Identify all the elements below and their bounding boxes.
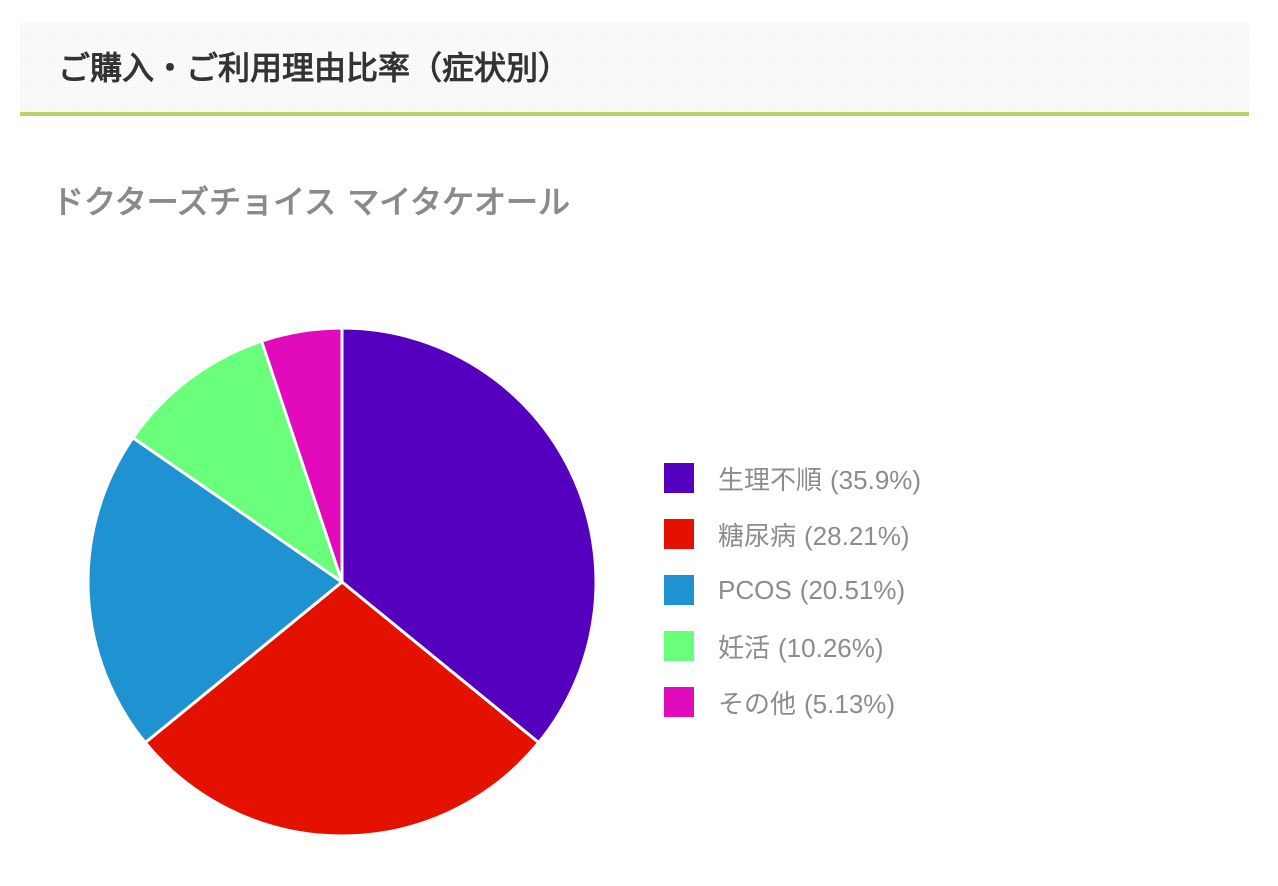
pie-slice (131, 339, 344, 584)
legend-percent: (20.51%) (799, 574, 906, 605)
section-header: ご購入・ご利用理由比率（症状別） (20, 22, 1249, 116)
section-title: ご購入・ご利用理由比率（症状別） (58, 49, 571, 87)
legend-category: 生理不順 (718, 464, 823, 495)
chart-legend: 生理不順 (35.9%) 糖尿病 (28.21%) PCOS (20.51%) 妊活 (10.… (664, 450, 921, 730)
legend-label: その他 (5.13%) (718, 684, 895, 721)
legend-item: PCOS (20.51%) (664, 562, 921, 618)
legend-swatch (664, 631, 694, 661)
legend-category: PCOS (718, 574, 792, 605)
pie-slice (260, 326, 344, 584)
legend-category: 糖尿病 (718, 520, 797, 551)
legend-item: 妊活 (10.26%) (664, 618, 921, 674)
legend-label: 生理不順 (35.9%) (718, 460, 921, 497)
legend-percent: (10.26%) (778, 632, 884, 663)
legend-label: PCOS (20.51%) (718, 575, 905, 606)
legend-swatch (664, 687, 694, 717)
legend-percent: (28.21%) (804, 520, 910, 551)
legend-percent: (35.9%) (830, 464, 922, 495)
pie-slice (340, 326, 598, 745)
legend-swatch (664, 519, 694, 549)
pie-slices (86, 326, 598, 838)
pie-slice (143, 580, 541, 838)
pie-slice (86, 436, 344, 745)
legend-item: 糖尿病 (28.21%) (664, 506, 921, 562)
legend-label: 糖尿病 (28.21%) (718, 516, 910, 553)
legend-swatch (664, 575, 694, 605)
legend-label: 妊活 (10.26%) (718, 628, 884, 665)
legend-category: その他 (718, 688, 797, 719)
legend-category: 妊活 (718, 632, 771, 663)
pie-chart (86, 326, 598, 838)
legend-percent: (5.13%) (804, 688, 896, 719)
legend-swatch (664, 463, 694, 493)
legend-item: 生理不順 (35.9%) (664, 450, 921, 506)
legend-item: その他 (5.13%) (664, 674, 921, 730)
product-name: ドクターズチョイス マイタケオール (52, 183, 571, 221)
